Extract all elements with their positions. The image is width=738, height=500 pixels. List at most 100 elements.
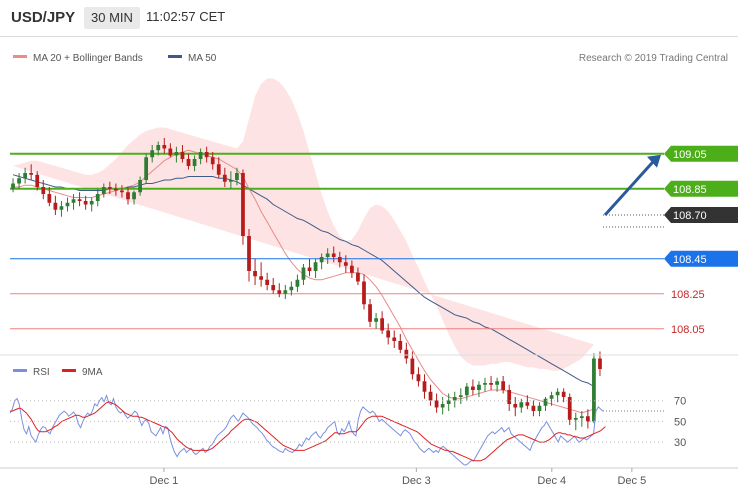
candle-body xyxy=(114,188,118,191)
candle-body xyxy=(83,201,88,205)
candle-body xyxy=(356,272,360,282)
rsi-legend-label: RSI xyxy=(33,367,50,378)
bollinger-bands xyxy=(13,78,594,371)
x-tick-label-dec-4: Dec 4 xyxy=(537,475,566,487)
candle-body xyxy=(422,381,427,392)
candle-body xyxy=(222,174,227,182)
candle-body xyxy=(59,206,64,210)
candle-body xyxy=(235,173,239,180)
interval-selector[interactable]: 30 MIN xyxy=(84,7,140,29)
candle-body xyxy=(337,257,342,263)
candle-body xyxy=(598,358,602,369)
price-levels xyxy=(10,152,664,330)
level-labels: 109.05 108.85 108.70 108.45 108.25 108.05 xyxy=(664,145,738,336)
candle-body xyxy=(41,187,46,194)
candle-body xyxy=(174,152,179,156)
x-tick-label-dec-3: Dec 3 xyxy=(402,475,431,487)
candle-body xyxy=(77,199,82,201)
candle-body xyxy=(253,271,257,277)
candle-body xyxy=(483,383,487,385)
price-legend: MA 20 + Bollinger Bands MA 50 Research ©… xyxy=(13,53,728,64)
candlesticks xyxy=(11,138,602,431)
ma20-legend-label: MA 20 + Bollinger Bands xyxy=(33,53,143,64)
rsi-tick-30: 30 xyxy=(674,437,686,449)
candle-body xyxy=(446,400,451,404)
candle-body xyxy=(452,397,457,401)
candle-body xyxy=(289,286,294,291)
candle-body xyxy=(216,164,221,175)
ma9-legend-label: 9MA xyxy=(82,367,103,378)
candle-body xyxy=(404,349,409,359)
candle-body xyxy=(198,152,203,159)
candle-body xyxy=(380,318,385,331)
rsi-tick-70: 70 xyxy=(674,396,686,408)
x-tick-label-dec-1: Dec 1 xyxy=(150,475,179,487)
candle-body xyxy=(259,276,263,280)
ma9-legend-swatch xyxy=(62,369,76,372)
candle-body xyxy=(319,257,324,263)
candle-body xyxy=(392,337,397,341)
candle-body xyxy=(495,381,499,385)
candle-body xyxy=(579,416,584,418)
forecast-arrow-shaft xyxy=(603,159,656,217)
candle-body xyxy=(228,180,233,182)
support-label-108.45: 108.45 xyxy=(673,254,707,266)
x-tick-label-dec-5: Dec 5 xyxy=(617,475,646,487)
candle-body xyxy=(410,358,415,375)
support-label-108.25: 108.25 xyxy=(671,289,705,301)
time-label: 11:02:57 CET xyxy=(146,9,226,24)
candle-body xyxy=(295,279,300,287)
candle-body xyxy=(192,159,197,166)
candle-body xyxy=(265,279,270,285)
candle-body xyxy=(283,290,288,294)
candle-body xyxy=(204,152,209,158)
bollinger-band-area xyxy=(13,78,594,371)
candle-body xyxy=(350,265,354,273)
candle-body xyxy=(398,341,403,350)
resistance-label-108.85: 108.85 xyxy=(673,184,707,196)
candle-body xyxy=(120,190,124,193)
candle-body xyxy=(458,395,463,397)
resistance-label-109.05: 109.05 xyxy=(673,149,707,161)
candle-body xyxy=(592,358,596,422)
candle-body xyxy=(362,281,366,305)
candle-body xyxy=(17,178,21,184)
candle-body xyxy=(386,330,391,338)
candle-body xyxy=(271,285,276,291)
candle-body xyxy=(29,173,34,175)
candle-body xyxy=(519,402,524,408)
ma50-legend-swatch xyxy=(168,55,182,58)
candle-body xyxy=(434,400,439,408)
candle-body xyxy=(95,194,100,201)
candle-body xyxy=(368,304,372,322)
candle-body xyxy=(343,262,348,266)
candle-body xyxy=(507,390,512,404)
candle-body xyxy=(89,201,94,205)
candle-body xyxy=(513,404,518,408)
candle-body xyxy=(150,150,155,158)
candle-body xyxy=(428,391,433,401)
support-label-bg-108.45 xyxy=(664,250,738,267)
candle-body xyxy=(567,397,572,420)
candle-body xyxy=(440,404,445,408)
candle-body xyxy=(47,194,52,203)
candle-body xyxy=(307,267,312,271)
candle-body xyxy=(331,253,336,257)
ma20-legend-swatch xyxy=(13,55,27,58)
copyright-label: Research © 2019 Trading Central xyxy=(579,53,728,64)
candle-body xyxy=(11,183,15,189)
rsi-panel: 70 50 30 xyxy=(9,393,686,466)
candle-body xyxy=(531,405,536,411)
rsi-legend-swatch xyxy=(13,369,27,372)
rsi-legend: RSI 9MA xyxy=(13,367,103,378)
rsi-tick-50: 50 xyxy=(674,416,686,428)
candle-body xyxy=(241,173,245,236)
resistance-label-bg-109.05 xyxy=(664,145,738,162)
candle-body xyxy=(585,416,590,422)
candle-body xyxy=(549,395,554,399)
candle-body xyxy=(489,383,493,385)
candle-body xyxy=(573,418,578,420)
candle-body xyxy=(416,374,421,382)
